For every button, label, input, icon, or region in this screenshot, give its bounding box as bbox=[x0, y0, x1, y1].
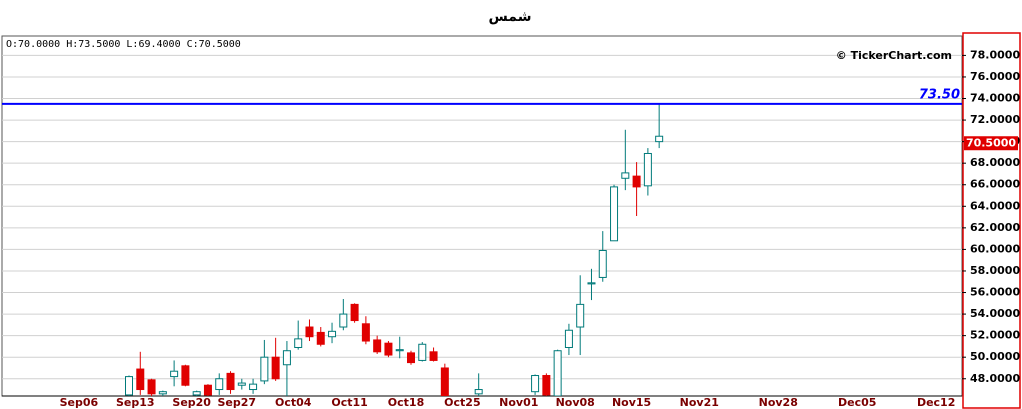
y-tick-label: 58.0000 bbox=[970, 264, 1020, 277]
y-tick-label: 54.0000 bbox=[970, 307, 1020, 320]
candle-body bbox=[632, 175, 641, 188]
candle-body bbox=[542, 375, 551, 396]
candle-body bbox=[418, 343, 427, 361]
candle-body bbox=[192, 391, 201, 396]
y-tick-label: 72.0000 bbox=[970, 113, 1020, 126]
candle-body bbox=[373, 339, 382, 353]
candle-body bbox=[170, 370, 179, 378]
x-tick-label: Sep27 bbox=[218, 396, 257, 409]
last-price-box bbox=[964, 136, 1018, 151]
x-tick-label: Oct18 bbox=[388, 396, 424, 409]
y-tick-label: 62.0000 bbox=[970, 221, 1020, 234]
x-tick-label: Dec12 bbox=[917, 396, 955, 409]
grid bbox=[2, 54, 962, 380]
candle-body bbox=[531, 375, 540, 393]
candle-body bbox=[136, 368, 145, 391]
candle-body bbox=[587, 282, 596, 285]
y-tick-label: 68.0000 bbox=[970, 156, 1020, 169]
candle-body bbox=[384, 342, 393, 356]
axis-frame bbox=[962, 32, 1021, 409]
candle-body bbox=[328, 330, 337, 338]
candle-body bbox=[621, 172, 630, 179]
candle-body bbox=[610, 186, 619, 242]
x-tick-label: Sep06 bbox=[60, 396, 99, 409]
y-tick-label: 48.0000 bbox=[970, 372, 1020, 385]
x-tick-label: Dec05 bbox=[838, 396, 876, 409]
candle-body bbox=[429, 351, 438, 361]
y-tick-label: 76.0000 bbox=[970, 70, 1020, 83]
candle-body bbox=[407, 352, 415, 364]
candle-body bbox=[294, 338, 303, 348]
candle-body bbox=[395, 349, 404, 352]
candle-body bbox=[350, 303, 359, 322]
x-tick-label: Nov28 bbox=[759, 396, 798, 409]
candle-body bbox=[271, 356, 280, 380]
candle-body bbox=[158, 391, 167, 395]
candle-body bbox=[316, 331, 325, 345]
candle-body bbox=[260, 356, 269, 382]
x-tick-label: Nov15 bbox=[612, 396, 651, 409]
x-tick-label: Sep13 bbox=[116, 396, 155, 409]
candle-body bbox=[147, 379, 156, 395]
candle-body bbox=[181, 365, 190, 386]
candle-body bbox=[237, 382, 246, 386]
ohlc-info: O:70.0000 H:73.5000 L:69.4000 C:70.5000 bbox=[6, 39, 241, 50]
candle-body bbox=[564, 329, 573, 348]
y-tick-label: 50.0000 bbox=[970, 350, 1020, 363]
candle-body bbox=[226, 372, 235, 391]
candle-body bbox=[598, 249, 607, 278]
x-tick-label: Nov01 bbox=[499, 396, 538, 409]
candle-body bbox=[125, 376, 133, 396]
candle-body bbox=[361, 323, 370, 342]
candle-body bbox=[339, 313, 348, 328]
price-line-label: 73.50 bbox=[919, 87, 960, 102]
y-tick-label: 78.0000 bbox=[970, 48, 1020, 61]
watermark: © TickerChart.com bbox=[836, 49, 952, 62]
y-tick-label: 66.0000 bbox=[970, 178, 1020, 191]
y-tick-label: 64.0000 bbox=[970, 199, 1020, 212]
x-tick-label: Sep20 bbox=[172, 396, 211, 409]
y-tick-label: 74.0000 bbox=[970, 92, 1020, 105]
candle-body bbox=[215, 378, 224, 391]
candle-body bbox=[655, 135, 664, 143]
x-tick-label: Oct04 bbox=[275, 396, 312, 409]
y-tick-label: 52.0000 bbox=[970, 329, 1020, 342]
x-tick-label: Oct11 bbox=[331, 396, 367, 409]
x-tick-label: Nov21 bbox=[680, 396, 719, 409]
candle-body bbox=[643, 152, 652, 187]
candles bbox=[125, 103, 664, 396]
candle-body bbox=[576, 303, 585, 328]
candle-body bbox=[440, 367, 449, 396]
y-tick-label: 60.0000 bbox=[970, 242, 1020, 255]
candle-body bbox=[305, 326, 314, 338]
candle-body bbox=[282, 350, 291, 366]
candle-body bbox=[249, 383, 258, 391]
x-tick-label: Oct25 bbox=[444, 396, 480, 409]
y-tick-label: 56.0000 bbox=[970, 286, 1020, 299]
candle-body bbox=[203, 384, 212, 396]
candle-body bbox=[474, 389, 483, 395]
last-price-label: 70.5000 bbox=[966, 137, 1016, 150]
x-tick-label: Nov08 bbox=[556, 396, 595, 409]
candle-body bbox=[553, 350, 562, 396]
chart-title: شمس bbox=[489, 9, 532, 25]
